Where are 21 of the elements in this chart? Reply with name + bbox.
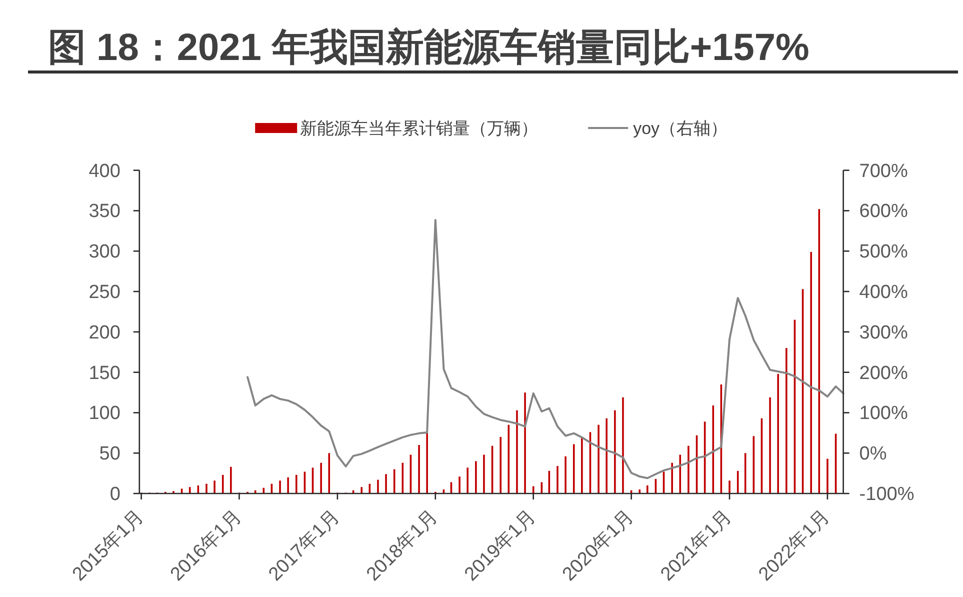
- y-tick-label: 150: [88, 362, 120, 384]
- legend-label: 新能源车当年累计销量（万辆）: [300, 119, 538, 138]
- y2-tick-label: 700%: [859, 160, 908, 182]
- y2-tick-label: 0%: [859, 444, 887, 465]
- legend-label: yoy（右轴）: [633, 119, 728, 138]
- y2-tick-label: 200%: [859, 362, 908, 384]
- title: 图 18：2021 年我国新能源车销量同比+157%: [48, 27, 810, 69]
- y-tick-label: 350: [88, 201, 120, 222]
- y-tick-label: 200: [88, 322, 120, 344]
- y-tick-label: 400: [88, 160, 120, 182]
- y2-tick-label: 400%: [859, 282, 908, 303]
- y2-tick-label: 500%: [859, 242, 908, 263]
- y-tick-label: 100: [88, 403, 120, 424]
- y-tick-label: 0: [110, 484, 120, 505]
- y-tick-label: 50: [99, 444, 120, 465]
- y2-tick-label: -100%: [859, 484, 914, 505]
- y2-tick-label: 600%: [859, 201, 908, 222]
- y-tick-label: 300: [88, 242, 120, 263]
- y-tick-label: 250: [88, 282, 120, 303]
- y2-tick-label: 300%: [859, 322, 908, 344]
- y2-tick-label: 100%: [859, 403, 908, 424]
